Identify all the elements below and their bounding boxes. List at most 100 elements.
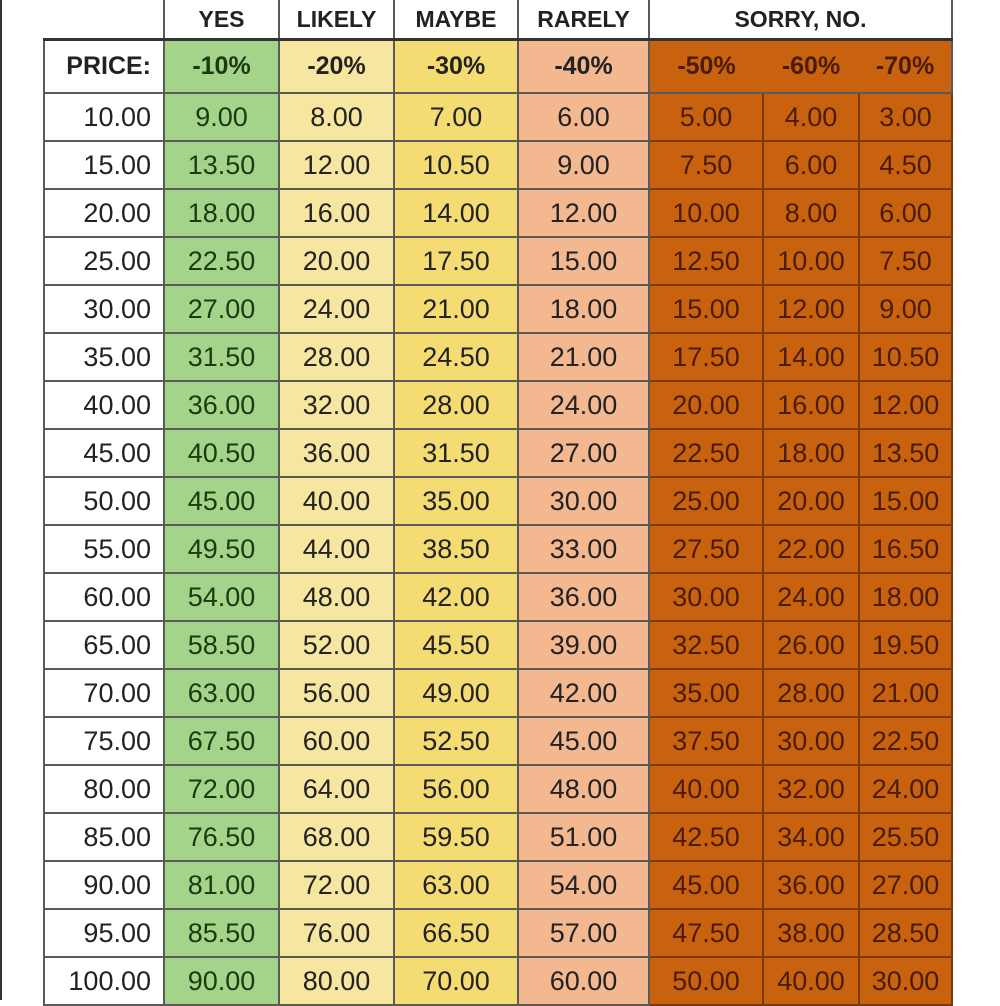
discounted-price-cell: 14.00 bbox=[762, 332, 860, 382]
discounted-price-cell: 12.00 bbox=[762, 284, 860, 334]
discounted-price-cell: 21.00 bbox=[393, 284, 519, 334]
discounted-price-cell: 54.00 bbox=[163, 572, 280, 622]
discounted-price-cell: 36.00 bbox=[278, 428, 395, 478]
discounted-price-cell: 17.50 bbox=[648, 332, 764, 382]
discounted-price-cell: 24.00 bbox=[278, 284, 395, 334]
discounted-price-cell: 59.50 bbox=[393, 812, 519, 862]
header-blank bbox=[44, 0, 164, 40]
discounted-price-cell: 20.00 bbox=[762, 476, 860, 526]
table-row: 45.00 40.50 36.00 31.50 27.00 22.50 18.00 13.50 bbox=[43, 428, 953, 478]
discounted-price-cell: 90.00 bbox=[163, 956, 280, 1006]
discounted-price-cell: 6.00 bbox=[517, 92, 650, 142]
discounted-price-cell: 49.00 bbox=[393, 668, 519, 718]
discounted-price-cell: 12.00 bbox=[517, 188, 650, 238]
discounted-price-cell: 3.00 bbox=[858, 92, 953, 142]
discounted-price-cell: 5.00 bbox=[648, 92, 764, 142]
discounted-price-cell: 21.00 bbox=[517, 332, 650, 382]
discounted-price-cell: 24.00 bbox=[858, 764, 953, 814]
price-cell: 45.00 bbox=[43, 428, 165, 478]
discounted-price-cell: 27.00 bbox=[163, 284, 280, 334]
discounted-price-cell: 12.00 bbox=[278, 140, 395, 190]
discounted-price-cell: 22.50 bbox=[163, 236, 280, 286]
discounted-price-cell: 36.00 bbox=[517, 572, 650, 622]
discounted-price-cell: 35.00 bbox=[648, 668, 764, 718]
discounted-price-cell: 40.00 bbox=[762, 956, 860, 1006]
discounted-price-cell: 10.50 bbox=[393, 140, 519, 190]
discounted-price-cell: 31.50 bbox=[393, 428, 519, 478]
discounted-price-cell: 67.50 bbox=[163, 716, 280, 766]
discounted-price-cell: 42.50 bbox=[648, 812, 764, 862]
discounted-price-cell: 72.00 bbox=[278, 860, 395, 910]
discounted-price-cell: 36.00 bbox=[762, 860, 860, 910]
price-cell: 10.00 bbox=[43, 92, 165, 142]
discount-cell: -60% bbox=[763, 38, 859, 94]
discount-cell: -30% bbox=[393, 38, 519, 94]
discounted-price-cell: 27.00 bbox=[858, 860, 953, 910]
discounted-price-cell: 45.00 bbox=[163, 476, 280, 526]
price-cell: 65.00 bbox=[43, 620, 165, 670]
price-cell: 25.00 bbox=[43, 236, 165, 286]
category-header-row: YES LIKELY MAYBE RARELY SORRY, NO. bbox=[44, 0, 953, 41]
table-row: 70.00 63.00 56.00 49.00 42.00 35.00 28.00 21.00 bbox=[43, 668, 953, 718]
discounted-price-cell: 27.00 bbox=[517, 428, 650, 478]
discount-row: PRICE: -10% -20% -30% -40% -50% -60% -70% bbox=[43, 38, 953, 94]
discounted-price-cell: 35.00 bbox=[393, 476, 519, 526]
table-row: 40.00 36.00 32.00 28.00 24.00 20.00 16.00 12.00 bbox=[43, 380, 953, 430]
discounted-price-cell: 7.00 bbox=[393, 92, 519, 142]
table-row: 100.00 90.00 80.00 70.00 60.00 50.00 40.00 30.0… bbox=[43, 956, 953, 1006]
discounted-price-cell: 22.00 bbox=[762, 524, 860, 574]
discount-cell: -70% bbox=[859, 38, 953, 94]
discounted-price-cell: 76.00 bbox=[278, 908, 395, 958]
discounted-price-cell: 63.00 bbox=[393, 860, 519, 910]
discounted-price-cell: 10.00 bbox=[648, 188, 764, 238]
price-cell: 100.00 bbox=[43, 956, 165, 1006]
discounted-price-cell: 40.00 bbox=[648, 764, 764, 814]
discounted-price-cell: 68.00 bbox=[278, 812, 395, 862]
discounted-price-cell: 80.00 bbox=[278, 956, 395, 1006]
discounted-price-cell: 12.00 bbox=[858, 380, 953, 430]
discounted-price-cell: 22.50 bbox=[648, 428, 764, 478]
discounted-price-cell: 16.00 bbox=[762, 380, 860, 430]
discounted-price-cell: 37.50 bbox=[648, 716, 764, 766]
discounted-price-cell: 13.50 bbox=[163, 140, 280, 190]
table-row: 85.00 76.50 68.00 59.50 51.00 42.50 34.00 25.50 bbox=[43, 812, 953, 862]
discounted-price-cell: 26.00 bbox=[762, 620, 860, 670]
price-cell: 85.00 bbox=[43, 812, 165, 862]
discounted-price-cell: 39.00 bbox=[517, 620, 650, 670]
discounted-price-cell: 7.50 bbox=[858, 236, 953, 286]
discounted-price-cell: 47.50 bbox=[648, 908, 764, 958]
discounted-price-cell: 28.50 bbox=[858, 908, 953, 958]
header-sorry-no: SORRY, NO. bbox=[648, 0, 953, 41]
discounted-price-cell: 64.00 bbox=[278, 764, 395, 814]
table-row: 50.00 45.00 40.00 35.00 30.00 25.00 20.00 15.00 bbox=[43, 476, 953, 526]
discounted-price-cell: 27.50 bbox=[648, 524, 764, 574]
discounted-price-cell: 81.00 bbox=[163, 860, 280, 910]
price-cell: 90.00 bbox=[43, 860, 165, 910]
discounted-price-cell: 30.00 bbox=[762, 716, 860, 766]
price-cell: 40.00 bbox=[43, 380, 165, 430]
discounted-price-cell: 7.50 bbox=[648, 140, 764, 190]
discounted-price-cell: 72.00 bbox=[163, 764, 280, 814]
discounted-price-cell: 42.00 bbox=[393, 572, 519, 622]
discounted-price-cell: 9.00 bbox=[163, 92, 280, 142]
discounted-price-cell: 52.00 bbox=[278, 620, 395, 670]
discounted-price-cell: 12.50 bbox=[648, 236, 764, 286]
discounted-price-cell: 22.50 bbox=[858, 716, 953, 766]
discounted-price-cell: 24.00 bbox=[517, 380, 650, 430]
table-row: 80.00 72.00 64.00 56.00 48.00 40.00 32.00 24.00 bbox=[43, 764, 953, 814]
discounted-price-cell: 20.00 bbox=[648, 380, 764, 430]
discounted-price-cell: 54.00 bbox=[517, 860, 650, 910]
discounted-price-cell: 19.50 bbox=[858, 620, 953, 670]
discounted-price-cell: 10.00 bbox=[762, 236, 860, 286]
table-row: 35.00 31.50 28.00 24.50 21.00 17.50 14.00 10.50 bbox=[43, 332, 953, 382]
discount-cell: -40% bbox=[517, 38, 650, 94]
discounted-price-cell: 8.00 bbox=[762, 188, 860, 238]
discounted-price-cell: 60.00 bbox=[517, 956, 650, 1006]
discounted-price-cell: 32.50 bbox=[648, 620, 764, 670]
price-cell: 55.00 bbox=[43, 524, 165, 574]
price-cell: 35.00 bbox=[43, 332, 165, 382]
discounted-price-cell: 16.00 bbox=[278, 188, 395, 238]
discounted-price-cell: 30.00 bbox=[648, 572, 764, 622]
header-yes: YES bbox=[163, 0, 280, 41]
discounted-price-cell: 45.50 bbox=[393, 620, 519, 670]
